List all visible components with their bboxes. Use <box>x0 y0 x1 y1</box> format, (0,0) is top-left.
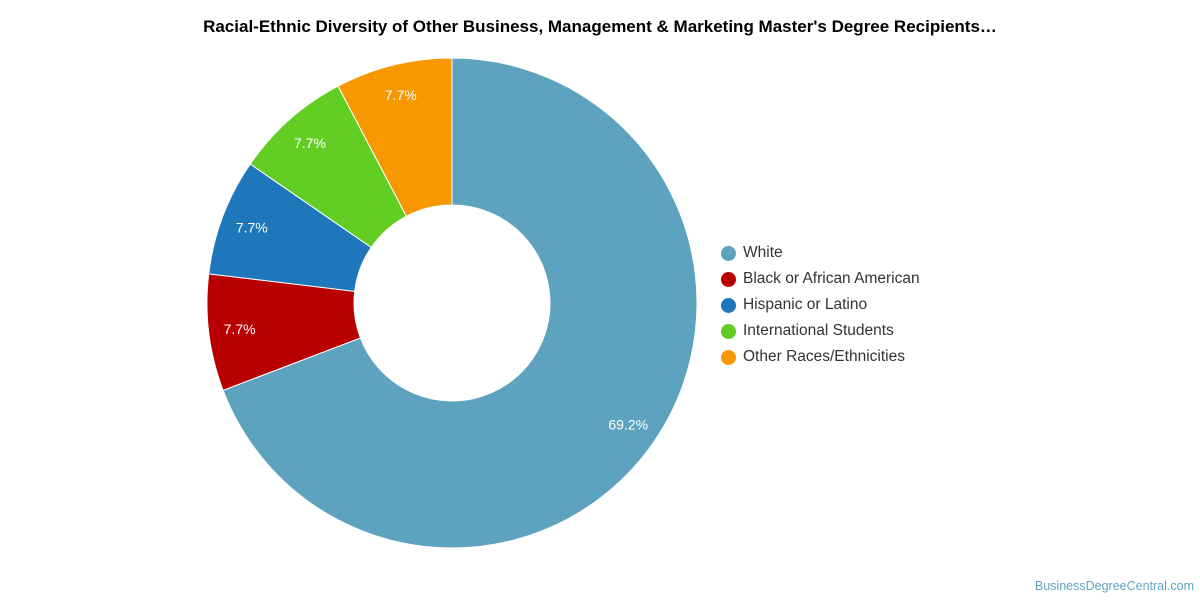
legend-swatch-white <box>721 245 736 261</box>
legend-label-black-or-african-american: Black or African American <box>743 270 920 287</box>
legend-label-hispanic-or-latino: Hispanic or Latino <box>743 296 868 313</box>
legend-item-hispanic-or-latino[interactable]: Hispanic or Latino <box>721 292 920 318</box>
legend-label-white: White <box>743 244 783 261</box>
legend-label-international-students: International Students <box>743 322 894 339</box>
legend-item-international-students[interactable]: International Students <box>721 318 920 344</box>
legend-swatch-black-or-african-american <box>721 271 736 287</box>
legend-swatch-other-races-ethnicities <box>721 349 736 365</box>
data-label-white: 69.2% <box>608 416 648 432</box>
chart-title: Racial-Ethnic Diversity of Other Busines… <box>203 17 997 36</box>
legend-item-other-races-ethnicities[interactable]: Other Races/Ethnicities <box>721 344 920 370</box>
data-label-other-races-ethnicities: 7.7% <box>385 87 417 103</box>
data-label-black-or-african-american: 7.7% <box>224 321 256 337</box>
legend-swatch-international-students <box>721 323 736 339</box>
legend-swatch-hispanic-or-latino <box>721 297 736 313</box>
slices-layer <box>206 57 698 549</box>
legend-item-white[interactable]: White <box>721 240 920 266</box>
slice-other-races-ethnicities[interactable] <box>337 57 453 217</box>
chart-legend: White Black or African American Hispanic… <box>721 240 920 370</box>
legend-item-black-or-african-american[interactable]: Black or African American <box>721 266 920 292</box>
data-label-hispanic-or-latino: 7.7% <box>236 219 268 235</box>
legend-label-other-races-ethnicities: Other Races/Ethnicities <box>743 348 905 365</box>
data-label-international-students: 7.7% <box>294 135 326 151</box>
slice-white[interactable] <box>222 57 698 549</box>
data-labels-layer: 69.2% 7.7% 7.7% 7.7% 7.7% <box>224 87 648 432</box>
source-credit[interactable]: BusinessDegreeCentral.com <box>1034 579 1194 593</box>
